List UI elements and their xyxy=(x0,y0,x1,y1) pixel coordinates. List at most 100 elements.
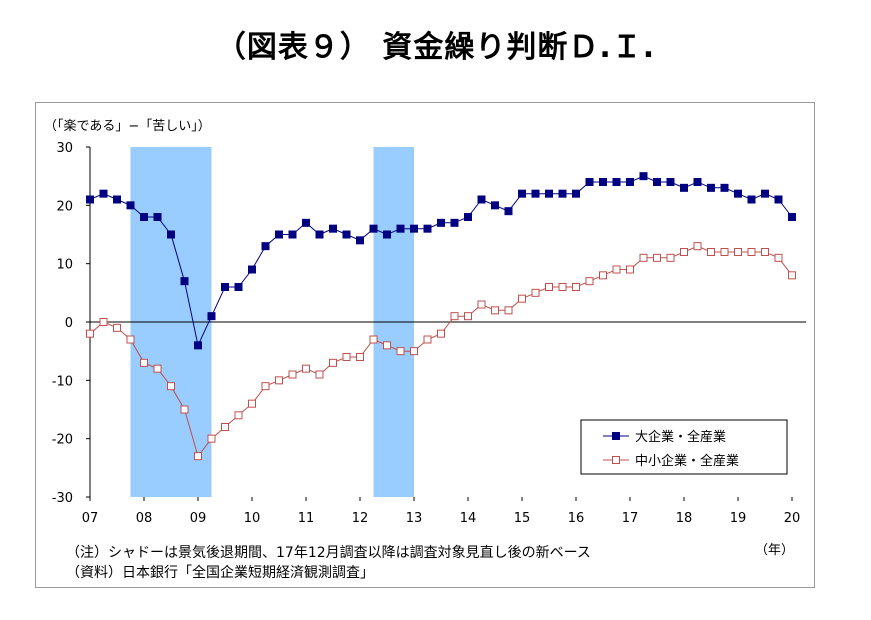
data-point xyxy=(572,189,580,198)
data-point xyxy=(410,347,418,356)
x-tick-label: 11 xyxy=(298,511,315,526)
y-tick-label: 20 xyxy=(56,199,73,214)
data-point xyxy=(113,195,121,204)
data-point xyxy=(585,178,594,186)
data-point xyxy=(653,178,661,186)
data-point xyxy=(234,283,243,291)
data-point xyxy=(315,370,324,379)
legend-marker xyxy=(612,432,620,440)
x-tick-label: 17 xyxy=(622,511,639,526)
data-point xyxy=(275,230,283,239)
data-point xyxy=(423,335,432,344)
data-point xyxy=(774,253,783,262)
data-point xyxy=(410,224,418,233)
data-point xyxy=(477,300,486,309)
data-point xyxy=(180,405,189,414)
data-point xyxy=(180,277,189,286)
data-point xyxy=(639,172,648,181)
data-point xyxy=(585,277,594,286)
data-point xyxy=(707,248,715,256)
y-tick-label: -20 xyxy=(52,433,73,448)
data-point xyxy=(545,283,553,291)
y-tick-label: -10 xyxy=(52,374,73,389)
data-point xyxy=(167,230,175,239)
x-tick-label: 13 xyxy=(406,511,423,526)
data-point xyxy=(626,265,634,274)
data-point xyxy=(491,306,499,315)
data-point xyxy=(693,242,702,251)
x-tick-label: 12 xyxy=(352,511,369,526)
data-point xyxy=(153,364,162,373)
data-point xyxy=(788,271,796,280)
data-point xyxy=(396,224,405,233)
data-point xyxy=(369,335,378,344)
x-tick-label: 19 xyxy=(730,511,747,526)
x-tick-label: 14 xyxy=(460,511,477,526)
data-point xyxy=(626,178,634,186)
data-point xyxy=(747,195,756,204)
data-point xyxy=(720,248,729,256)
y-tick-label: 0 xyxy=(65,316,73,331)
data-point xyxy=(504,306,513,315)
legend-box xyxy=(580,419,788,475)
data-point xyxy=(747,248,756,256)
data-point xyxy=(329,224,337,233)
data-point xyxy=(261,242,270,251)
data-point xyxy=(396,347,405,356)
data-point xyxy=(99,318,108,326)
data-point xyxy=(666,178,675,186)
footnote: （注）シャドーは景気後退期間、17年12月調査以降は調査対象見直し後の新ベース xyxy=(66,545,591,561)
data-point xyxy=(639,253,648,262)
y-tick-label: -30 xyxy=(52,491,73,506)
x-axis-unit: （年） xyxy=(755,543,794,558)
data-point xyxy=(302,218,310,227)
data-point xyxy=(558,283,567,291)
x-tick-label: 15 xyxy=(514,511,531,526)
x-tick-label: 10 xyxy=(244,511,261,526)
data-point xyxy=(99,189,108,198)
data-point xyxy=(599,271,607,280)
data-point xyxy=(275,376,283,385)
data-point xyxy=(720,183,729,192)
data-point xyxy=(464,213,472,221)
x-tick-label: 09 xyxy=(190,511,207,526)
x-tick-label: 16 xyxy=(568,511,585,526)
data-point xyxy=(356,353,364,361)
data-point xyxy=(464,312,472,321)
data-point xyxy=(194,341,202,350)
data-point xyxy=(612,178,621,186)
data-point xyxy=(140,358,148,367)
data-point xyxy=(666,253,675,262)
data-point xyxy=(383,230,391,239)
data-point xyxy=(194,452,202,461)
data-point xyxy=(518,294,526,303)
data-point xyxy=(572,283,580,291)
data-point xyxy=(383,341,391,350)
data-point xyxy=(315,230,324,239)
data-point xyxy=(302,364,310,373)
data-point xyxy=(531,189,540,198)
data-point xyxy=(545,189,553,198)
x-tick-label: 18 xyxy=(676,511,693,526)
data-point xyxy=(153,213,162,221)
data-point xyxy=(342,353,351,361)
data-point xyxy=(477,195,486,204)
data-point xyxy=(261,382,270,391)
data-point xyxy=(126,201,135,210)
data-point xyxy=(734,248,742,256)
data-point xyxy=(680,248,688,256)
y-tick-label: 30 xyxy=(56,141,73,156)
x-tick-label: 08 xyxy=(136,511,153,526)
data-point xyxy=(126,335,135,344)
data-point xyxy=(86,195,94,204)
data-point xyxy=(599,178,607,186)
data-point xyxy=(491,201,499,210)
data-point xyxy=(221,423,229,431)
data-point xyxy=(423,224,432,233)
data-point xyxy=(248,399,256,408)
data-point xyxy=(207,312,216,321)
legend-marker xyxy=(612,456,620,464)
legend-label: 中小企業・全産業 xyxy=(635,453,739,469)
x-tick-label: 20 xyxy=(784,511,801,526)
x-tick-label: 07 xyxy=(82,511,99,526)
